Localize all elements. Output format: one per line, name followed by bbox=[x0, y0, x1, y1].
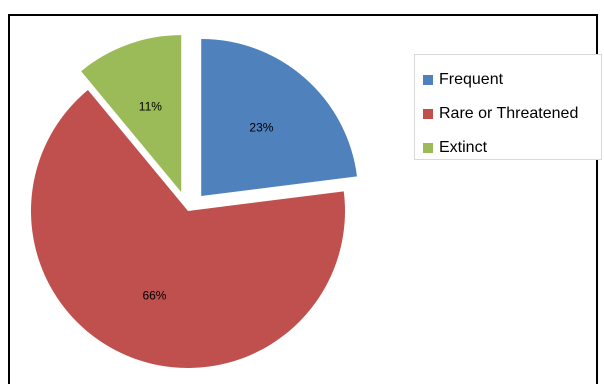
slice-label-rare-or-threatened: 66% bbox=[142, 289, 166, 303]
pie-slice-rare-or-threatened bbox=[30, 90, 345, 368]
legend-label-extinct: Extinct bbox=[439, 139, 488, 156]
legend: Frequent Rare or Threatened Extinct bbox=[414, 54, 602, 160]
pie-slices bbox=[30, 35, 357, 368]
legend-item-extinct: Extinct bbox=[415, 131, 601, 165]
pie-slice-extinct bbox=[81, 35, 182, 193]
slice-label-frequent: 23% bbox=[249, 121, 273, 135]
legend-item-frequent: Frequent bbox=[415, 63, 601, 97]
chart-area: 23% 66% 11% Frequent Rare or Threatened Ex… bbox=[8, 14, 602, 384]
slice-label-extinct: 11% bbox=[139, 100, 162, 114]
legend-label-frequent: Frequent bbox=[439, 71, 504, 88]
legend-swatch-extinct bbox=[423, 143, 433, 153]
legend-label-rare-or-threatened: Rare or Threatened bbox=[439, 105, 579, 122]
legend-item-rare-or-threatened: Rare or Threatened bbox=[415, 97, 601, 131]
legend-swatch-rare-or-threatened bbox=[423, 109, 433, 119]
pie-slice-frequent bbox=[201, 38, 357, 196]
legend-swatch-frequent bbox=[423, 75, 433, 85]
pie-chart: 23% 66% 11% bbox=[30, 35, 357, 368]
slice-labels: 23% 66% 11% bbox=[139, 100, 274, 303]
